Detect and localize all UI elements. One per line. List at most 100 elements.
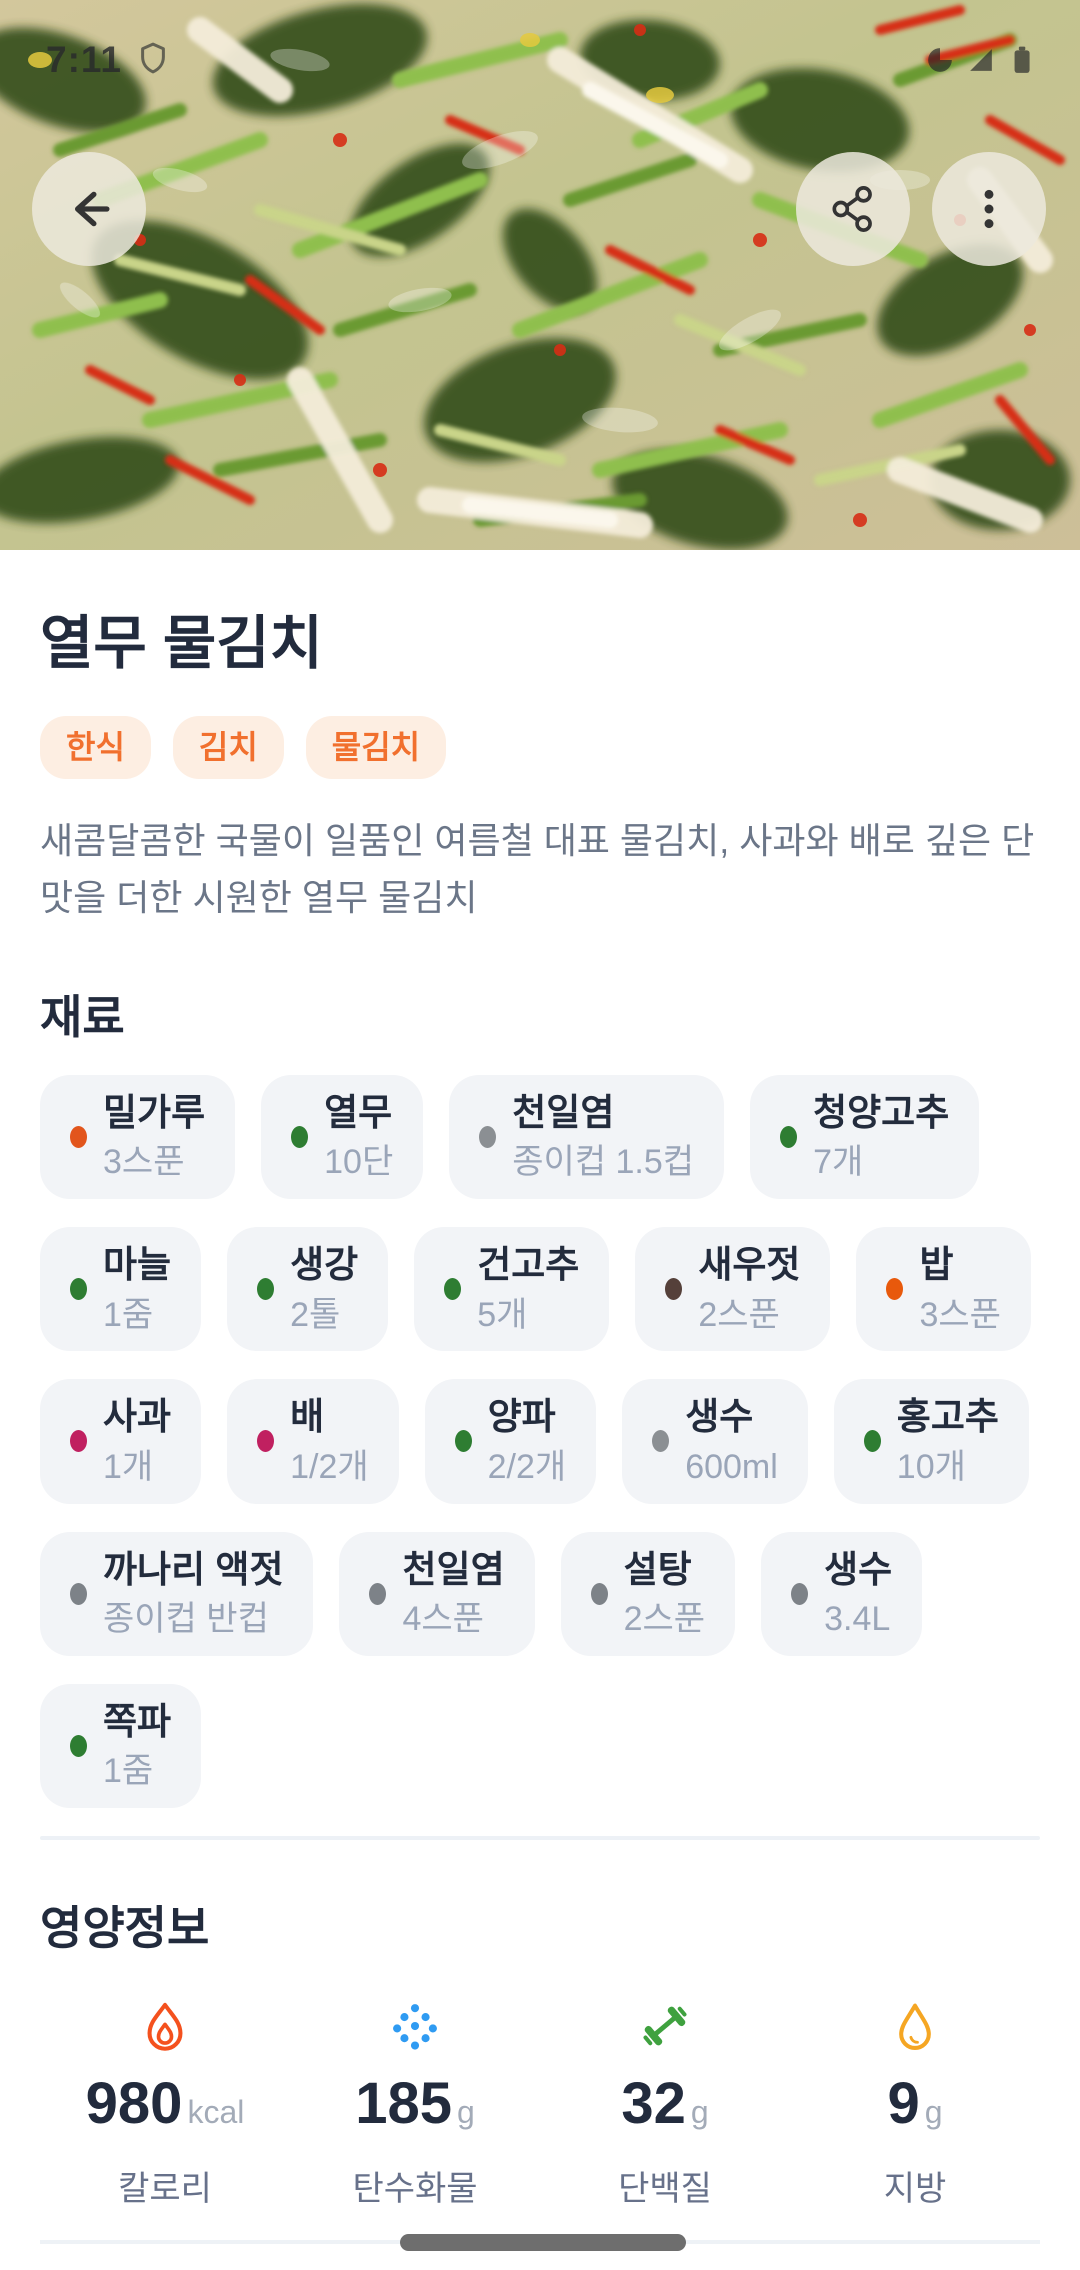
ingredient-dot xyxy=(70,1278,87,1301)
ingredient-chip: 생수 600ml xyxy=(622,1379,808,1504)
ingredient-dot xyxy=(70,1582,87,1605)
ingredient-amount: 5개 xyxy=(477,1295,528,1334)
ingredient-amount: 1줌 xyxy=(103,1295,154,1334)
ingredient-name: 천일염 xyxy=(402,1548,505,1590)
ingredient-chip: 천일염 4스푼 xyxy=(339,1531,535,1656)
ingredient-dot xyxy=(291,1126,309,1149)
ingredient-dot xyxy=(886,1278,904,1301)
ingredient-chip: 새우젓 2스푼 xyxy=(635,1227,831,1352)
ingredient-name: 쪽파 xyxy=(103,1700,172,1742)
ingredient-chip: 밥 3스푼 xyxy=(856,1227,1031,1352)
nutrition-value: 980 kcal xyxy=(85,2070,245,2136)
recipe-photo xyxy=(0,0,1080,550)
scroll-indicator[interactable] xyxy=(400,2234,686,2251)
ingredient-name: 홍고추 xyxy=(896,1396,999,1438)
ingredient-chip: 배 1/2개 xyxy=(227,1379,399,1504)
signal-icon xyxy=(970,49,992,71)
ingredient-dot xyxy=(590,1582,608,1605)
nutrition-label: 칼로리 xyxy=(118,2169,212,2208)
ingredient-dot xyxy=(70,1734,87,1757)
ingredient-name: 사과 xyxy=(103,1396,172,1438)
protein-icon xyxy=(639,2000,691,2052)
share-button[interactable] xyxy=(796,152,910,266)
ingredient-dot xyxy=(257,1430,275,1453)
nutrition-value: 32 g xyxy=(621,2070,709,2136)
recipe-content: 열무 물김치 한식 김치 물김치 새콤달콤한 국물이 일품인 여름철 대표 물김… xyxy=(0,596,1080,2270)
ingredient-amount: 10단 xyxy=(324,1143,394,1182)
ingredient-amount: 2톨 xyxy=(290,1295,341,1334)
ingredient-dot xyxy=(369,1582,387,1605)
ingredient-name: 마늘 xyxy=(103,1244,172,1286)
ingredient-amount: 10개 xyxy=(896,1447,966,1486)
ingredient-row: 사과 1개 배 1/2개 양파 2/2개 생수 600ml 홍고추 10개 xyxy=(40,1379,1040,1504)
ingredient-name: 배 xyxy=(290,1396,325,1438)
ingredient-chip: 밀가루 3스푼 xyxy=(40,1074,236,1200)
tag-badge: 물김치 xyxy=(305,716,447,780)
nutrition-grid: 980 kcal 칼로리 185 g 탄수화물 xyxy=(40,2000,1040,2210)
ingredient-dot xyxy=(863,1430,881,1453)
photo-header: 7:11 xyxy=(0,0,1080,550)
ingredient-dot xyxy=(257,1278,275,1301)
status-bar: 7:11 xyxy=(0,38,1080,82)
nutrition-label: 단백질 xyxy=(618,2169,712,2208)
tag-badge: 한식 xyxy=(40,716,151,780)
ingredient-row: 밀가루 3스푼 열무 10단 천일염 종이컵 1.5컵 청양고추 7개 xyxy=(40,1074,1040,1200)
ingredient-dot xyxy=(652,1430,670,1453)
ingredient-chip: 쪽파 1줌 xyxy=(40,1683,202,1808)
nutrition-value: 9 g xyxy=(887,2070,943,2136)
tag-row: 한식 김치 물김치 xyxy=(40,716,1040,780)
carbs-icon xyxy=(389,2000,441,2052)
ingredient-chip: 양파 2/2개 xyxy=(424,1379,597,1504)
ingredient-chip: 천일염 종이컵 1.5컵 xyxy=(449,1074,725,1200)
ingredient-name: 밀가루 xyxy=(103,1091,206,1133)
ingredient-chip: 생수 3.4L xyxy=(761,1531,923,1656)
ingredient-name: 밥 xyxy=(919,1244,954,1286)
ingredient-chip: 건고추 5개 xyxy=(414,1227,610,1352)
ingredient-name: 양파 xyxy=(487,1396,556,1438)
ingredient-name: 까나리 액젓 xyxy=(103,1548,284,1590)
ingredient-row: 까나리 액젓 종이컵 반컵 천일염 4스푼 설탕 2스푼 생수 3.4L xyxy=(40,1531,1040,1656)
ingredient-name: 천일염 xyxy=(512,1091,615,1133)
ingredient-amount: 1개 xyxy=(103,1447,154,1486)
ingredient-amount: 1줌 xyxy=(103,1752,154,1791)
ingredient-dot xyxy=(665,1278,683,1301)
pie-status-icon xyxy=(928,48,952,72)
share-icon xyxy=(832,186,872,232)
ingredient-row: 마늘 1줌 생강 2톨 건고추 5개 새우젓 2스푼 밥 3스푼 xyxy=(40,1227,1040,1352)
ingredient-amount: 2/2개 xyxy=(487,1447,567,1486)
ingredient-name: 새우젓 xyxy=(698,1244,801,1286)
ingredient-amount: 7개 xyxy=(813,1143,864,1182)
ingredient-amount: 종이컵 반컵 xyxy=(103,1599,269,1638)
status-time: 7:11 xyxy=(46,39,123,80)
ingredient-chip: 열무 10단 xyxy=(261,1074,424,1200)
back-arrow-icon xyxy=(74,191,110,227)
ingredient-amount: 4스푼 xyxy=(402,1599,484,1638)
ingredient-amount: 3스푼 xyxy=(919,1295,1001,1334)
recipe-description: 새콤달콤한 국물이 일품인 여름철 대표 물김치, 사과와 배로 깊은 단맛을 … xyxy=(40,820,1035,919)
battery-icon xyxy=(1014,46,1030,73)
fat-icon xyxy=(889,2000,941,2052)
bottom-bar xyxy=(0,2222,1080,2270)
ingredient-dot xyxy=(791,1582,809,1605)
ingredient-name: 생강 xyxy=(290,1244,359,1286)
ingredient-dot xyxy=(70,1430,87,1453)
nutrition-item-carbs: 185 g 탄수화물 xyxy=(290,2000,540,2210)
ingredient-row: 쪽파 1줌 xyxy=(40,1683,1040,1808)
ingredient-dot xyxy=(780,1126,798,1149)
ingredient-amount: 600ml xyxy=(685,1447,778,1486)
nutrition-item-protein: 32 g 단백질 xyxy=(540,2000,790,2210)
shield-icon xyxy=(138,41,168,80)
tag-badge: 김치 xyxy=(172,716,284,780)
section-divider xyxy=(40,1835,1040,1840)
nutrition-label: 지방 xyxy=(883,2169,947,2208)
nutrition-label: 탄수화물 xyxy=(352,2169,478,2208)
ingredient-dot xyxy=(70,1126,87,1149)
back-button[interactable] xyxy=(32,152,146,266)
ingredient-chip: 생강 2톨 xyxy=(227,1227,389,1352)
ingredient-chip: 마늘 1줌 xyxy=(40,1227,202,1352)
nutrition-item-calories: 980 kcal 칼로리 xyxy=(40,2000,290,2210)
ingredient-name: 청양고추 xyxy=(813,1091,950,1133)
more-options-button[interactable] xyxy=(932,152,1046,266)
kebab-menu-icon xyxy=(984,189,994,229)
